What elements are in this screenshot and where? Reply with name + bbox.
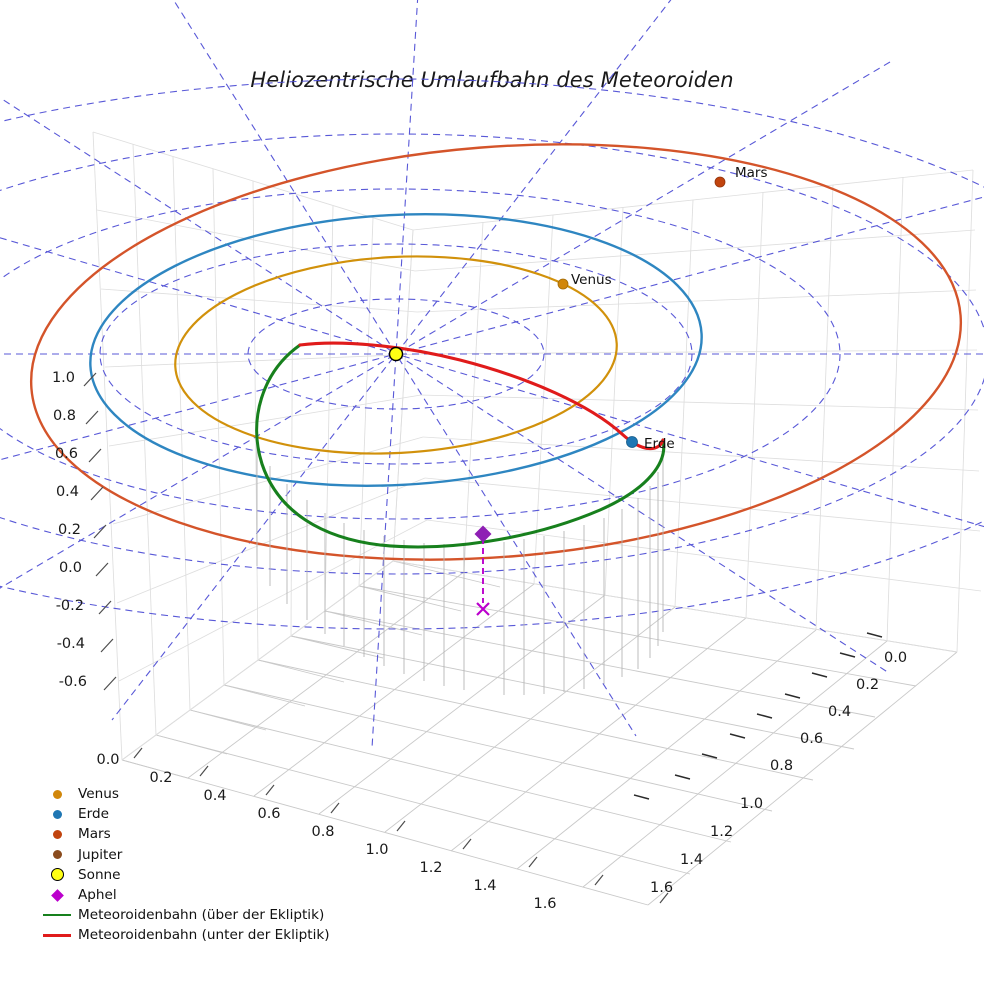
legend-label-sonne: Sonne	[78, 866, 121, 883]
venus-orbit	[174, 255, 618, 455]
legend-item-aphel[interactable]: Aphel	[36, 885, 376, 905]
left-wall-grid	[92, 131, 428, 761]
z-tick-2: 0.6	[55, 446, 78, 462]
x-tick-3: 0.6	[257, 806, 280, 822]
z-tick-0: 1.0	[52, 370, 75, 386]
annotation-venus: Venus	[571, 272, 612, 288]
meteoroid-drop-lines	[256, 446, 664, 695]
legend-label-meteoroid-below: Meteoroidenbahn (unter der Ekliptik)	[78, 927, 330, 944]
meteoroid-orbit-above-ecliptic	[255, 343, 666, 549]
y-axis-ticks	[633, 632, 883, 800]
meteoroid-orbit-below-ecliptic	[298, 341, 665, 451]
annotation-mars: Mars	[735, 165, 768, 181]
z-tick-3: 0.4	[56, 484, 79, 500]
legend-item-sonne[interactable]: Sonne	[36, 865, 376, 885]
legend-item-venus[interactable]: Venus	[36, 784, 376, 804]
z-axis-ticks	[83, 372, 117, 691]
y-tick-8: 1.6	[650, 880, 673, 896]
x-tick-1: 0.2	[149, 770, 172, 786]
right-wall-grid	[392, 169, 982, 653]
z-axis-tick-labels: 1.0 0.8 0.6 0.4 0.2 0.0 -0.2 -0.4 -0.6	[52, 370, 87, 690]
y-tick-2: 0.4	[828, 704, 851, 720]
z-tick-4: 0.2	[58, 522, 81, 538]
legend-item-erde[interactable]: Erde	[36, 804, 376, 824]
x-tick-4: 0.8	[311, 824, 334, 840]
y-tick-5: 1.0	[740, 796, 763, 812]
x-axis-tick-labels: 0.0 0.2 0.4 0.6 0.8 1.0 1.2 1.4 1.6	[96, 752, 556, 912]
legend-label-mars: Mars	[78, 826, 111, 843]
y-tick-1: 0.2	[856, 677, 879, 693]
x-tick-2: 0.4	[203, 788, 226, 804]
venus-marker[interactable]	[557, 278, 569, 290]
legend-label-erde: Erde	[78, 806, 109, 823]
x-tick-7: 1.4	[473, 878, 496, 894]
legend[interactable]: Venus Erde Mars Jupiter Sonne	[36, 784, 376, 946]
z-tick-6: -0.2	[56, 598, 84, 614]
ecliptic-reference-grid	[0, 0, 984, 749]
annotation-erde: Erde	[644, 436, 675, 452]
x-tick-6: 1.2	[419, 860, 442, 876]
sonne-dot-icon	[36, 865, 78, 885]
z-tick-5: 0.0	[59, 560, 82, 576]
y-tick-4: 0.8	[770, 758, 793, 774]
legend-label-jupiter: Jupiter	[78, 846, 123, 863]
y-tick-6: 1.2	[710, 824, 733, 840]
body-markers[interactable]	[388, 176, 726, 543]
y-tick-0: 0.0	[884, 650, 907, 666]
sonne-marker[interactable]	[388, 346, 404, 362]
earth-orbit	[89, 213, 703, 487]
aphel-diamond-icon	[36, 885, 78, 905]
axes-grid-panes	[92, 131, 982, 906]
mars-orbit	[29, 143, 963, 561]
legend-item-meteoroid-below[interactable]: Meteoroidenbahn (unter der Ekliptik)	[36, 925, 376, 945]
legend-label-aphel: Aphel	[78, 887, 117, 904]
jupiter-dot-icon	[36, 845, 78, 865]
venus-dot-icon	[36, 784, 78, 804]
y-axis-tick-labels: 0.0 0.2 0.4 0.6 0.8 1.0 1.2 1.4 1.6	[650, 650, 907, 896]
green-line-icon	[36, 905, 78, 925]
mars-dot-icon	[36, 824, 78, 844]
erde-dot-icon	[36, 804, 78, 824]
erde-marker[interactable]	[626, 436, 638, 448]
z-tick-7: -0.4	[57, 636, 85, 652]
x-tick-5: 1.0	[365, 842, 388, 858]
red-line-icon	[36, 925, 78, 945]
x-tick-0: 0.0	[96, 752, 119, 768]
aphel-drop-line	[476, 538, 490, 616]
legend-item-mars[interactable]: Mars	[36, 824, 376, 844]
aphel-floor-cross-icon	[476, 602, 490, 616]
x-tick-8: 1.6	[533, 896, 556, 912]
floor-grid	[121, 560, 958, 906]
legend-label-venus: Venus	[78, 786, 119, 803]
x-axis-ticks	[133, 747, 669, 904]
legend-item-jupiter[interactable]: Jupiter	[36, 845, 376, 865]
z-tick-1: 0.8	[53, 408, 76, 424]
legend-item-meteoroid-above[interactable]: Meteoroidenbahn (über der Ekliptik)	[36, 905, 376, 925]
z-tick-8: -0.6	[59, 674, 87, 690]
y-tick-3: 0.6	[800, 731, 823, 747]
aphel-marker[interactable]	[474, 525, 492, 543]
y-tick-7: 1.4	[680, 852, 703, 868]
legend-label-meteoroid-above: Meteoroidenbahn (über der Ekliptik)	[78, 907, 325, 924]
mars-marker[interactable]	[714, 176, 726, 188]
